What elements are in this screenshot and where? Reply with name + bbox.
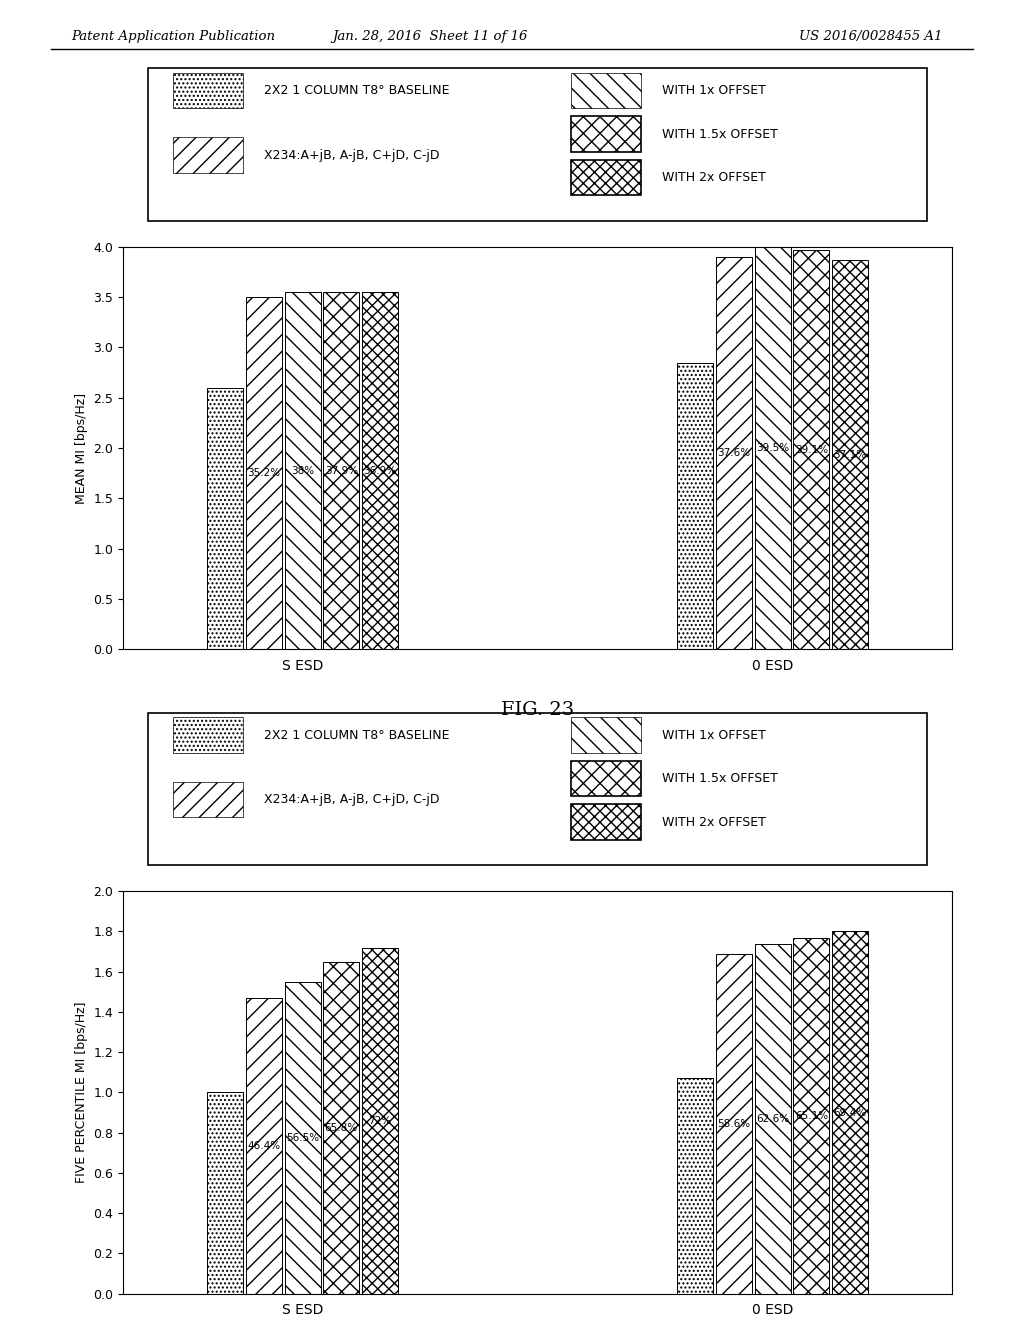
Text: FIG. 23: FIG. 23: [501, 701, 574, 719]
Bar: [285, 292, 321, 649]
Text: 37.6%: 37.6%: [718, 447, 751, 458]
Y-axis label: FIVE PERCENTILE MI [bps/Hz]: FIVE PERCENTILE MI [bps/Hz]: [75, 1002, 88, 1183]
Bar: [324, 292, 359, 649]
Bar: [570, 804, 641, 840]
Bar: [833, 260, 868, 649]
Bar: [755, 247, 791, 649]
Text: US 2016/0028455 A1: US 2016/0028455 A1: [799, 30, 942, 44]
Text: X234:A+jB, A-jB, C+jD, C-jD: X234:A+jB, A-jB, C+jD, C-jD: [264, 793, 439, 807]
Text: 65.8%: 65.8%: [325, 1122, 357, 1133]
Text: 39.1%: 39.1%: [795, 445, 827, 454]
Bar: [570, 760, 641, 796]
Bar: [362, 948, 398, 1294]
Text: 65.1%: 65.1%: [795, 1110, 827, 1121]
Bar: [246, 998, 282, 1294]
Bar: [570, 116, 641, 152]
Text: 37.1%: 37.1%: [834, 450, 866, 459]
Text: 38%: 38%: [291, 466, 314, 475]
Text: 39.5%: 39.5%: [756, 444, 790, 453]
Bar: [362, 292, 398, 649]
Bar: [716, 953, 752, 1294]
Text: 46.4%: 46.4%: [248, 1140, 281, 1151]
Text: X234:A+jB, A-jB, C+jD, C-jD: X234:A+jB, A-jB, C+jD, C-jD: [264, 149, 439, 161]
Bar: [173, 781, 243, 817]
Text: 69.4%: 69.4%: [834, 1107, 866, 1118]
Text: WITH 1x OFFSET: WITH 1x OFFSET: [663, 729, 766, 742]
Text: 2X2 1 COLUMN T8° BASELINE: 2X2 1 COLUMN T8° BASELINE: [264, 84, 450, 98]
Bar: [570, 718, 641, 752]
Text: 56.5%: 56.5%: [286, 1133, 319, 1143]
Text: 62.6%: 62.6%: [756, 1114, 790, 1123]
Bar: [833, 932, 868, 1294]
Text: 36.9%: 36.9%: [364, 466, 396, 475]
Text: WITH 1.5x OFFSET: WITH 1.5x OFFSET: [663, 128, 778, 141]
Text: WITH 1.5x OFFSET: WITH 1.5x OFFSET: [663, 772, 778, 785]
Text: 37.9%: 37.9%: [325, 466, 357, 475]
Text: Jan. 28, 2016  Sheet 11 of 16: Jan. 28, 2016 Sheet 11 of 16: [333, 30, 527, 44]
Text: 72%: 72%: [369, 1115, 391, 1126]
Bar: [173, 718, 243, 752]
Bar: [173, 137, 243, 173]
Bar: [677, 363, 713, 649]
Bar: [207, 388, 243, 649]
Text: Patent Application Publication: Patent Application Publication: [72, 30, 275, 44]
Bar: [285, 982, 321, 1294]
Bar: [570, 160, 641, 195]
Text: 35.2%: 35.2%: [248, 469, 281, 478]
Bar: [246, 297, 282, 649]
Text: WITH 2x OFFSET: WITH 2x OFFSET: [663, 172, 766, 183]
Bar: [716, 257, 752, 649]
Text: WITH 2x OFFSET: WITH 2x OFFSET: [663, 816, 766, 829]
Bar: [324, 962, 359, 1294]
Text: 2X2 1 COLUMN T8° BASELINE: 2X2 1 COLUMN T8° BASELINE: [264, 729, 450, 742]
Bar: [207, 1093, 243, 1294]
Bar: [794, 937, 829, 1294]
Bar: [755, 944, 791, 1294]
Bar: [173, 73, 243, 108]
Bar: [677, 1078, 713, 1294]
Text: 58.6%: 58.6%: [718, 1118, 751, 1129]
Text: WITH 1x OFFSET: WITH 1x OFFSET: [663, 84, 766, 98]
Bar: [794, 249, 829, 649]
Y-axis label: MEAN MI [bps/Hz]: MEAN MI [bps/Hz]: [75, 392, 88, 503]
Bar: [570, 73, 641, 108]
